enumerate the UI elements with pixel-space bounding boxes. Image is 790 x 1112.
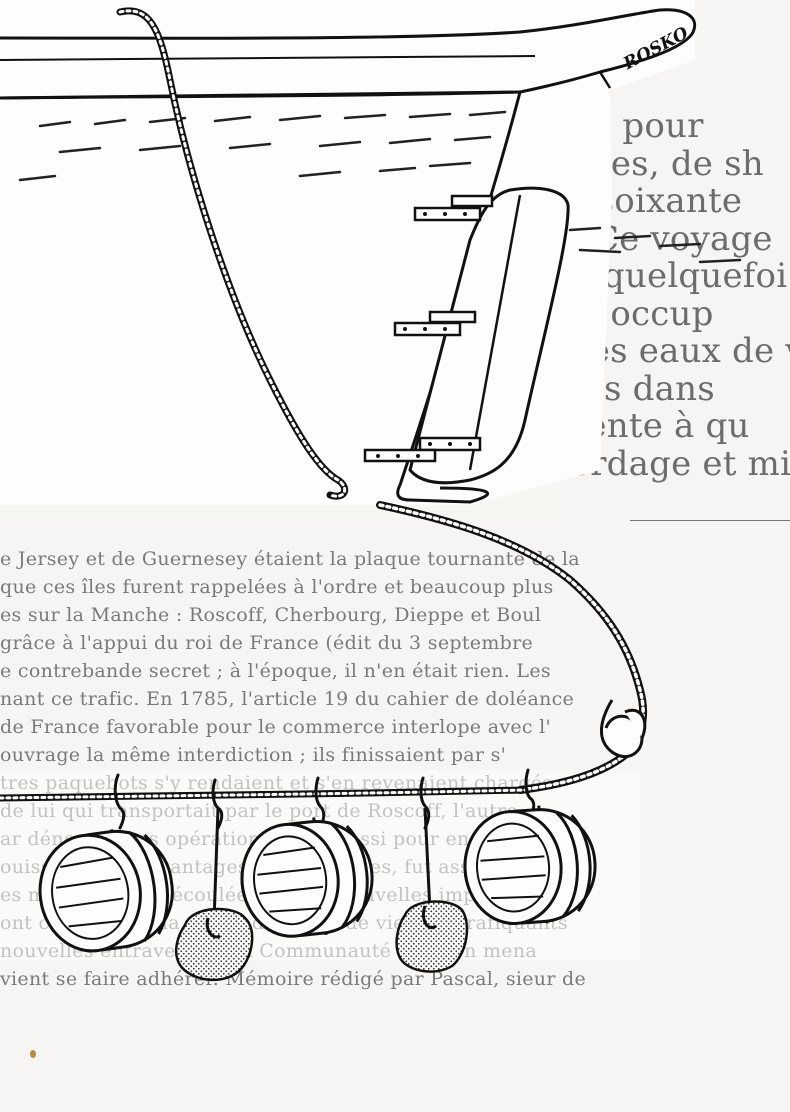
- section-divider: [630, 520, 790, 521]
- paper-stain: [30, 1050, 36, 1058]
- weight-bag: [395, 807, 469, 973]
- water-surface: [18, 110, 742, 264]
- text-line: que ces îles furent rappelées à l'ordre …: [0, 576, 554, 598]
- text-line: e Jersey et de Guernesey étaient la plaq…: [0, 548, 580, 570]
- rope-knot: [600, 699, 647, 759]
- barrel: [38, 829, 174, 953]
- text-line: es sur la Manche : Roscoff, Cherbourg, D…: [0, 604, 542, 626]
- barrel: [463, 805, 597, 925]
- text-line: de France favorable pour le commerce int…: [0, 716, 552, 738]
- text-line: grâce à l'appui du roi de France (édit d…: [0, 632, 534, 654]
- rudder: [363, 186, 570, 485]
- boat-hull: [0, 8, 697, 504]
- tow-rope: [0, 7, 648, 802]
- text-line: nant ce trafic. En 1785, l'article 19 du…: [0, 688, 575, 710]
- text-line: e contrebande secret ; à l'époque, il n'…: [0, 660, 551, 682]
- text-line: vient se faire adhérer. Mémoire rédigé p…: [0, 968, 587, 990]
- weight-bag: [174, 807, 254, 982]
- barrel: [240, 817, 374, 938]
- text-line: ouvrage la même interdiction ; ils finis…: [0, 744, 507, 766]
